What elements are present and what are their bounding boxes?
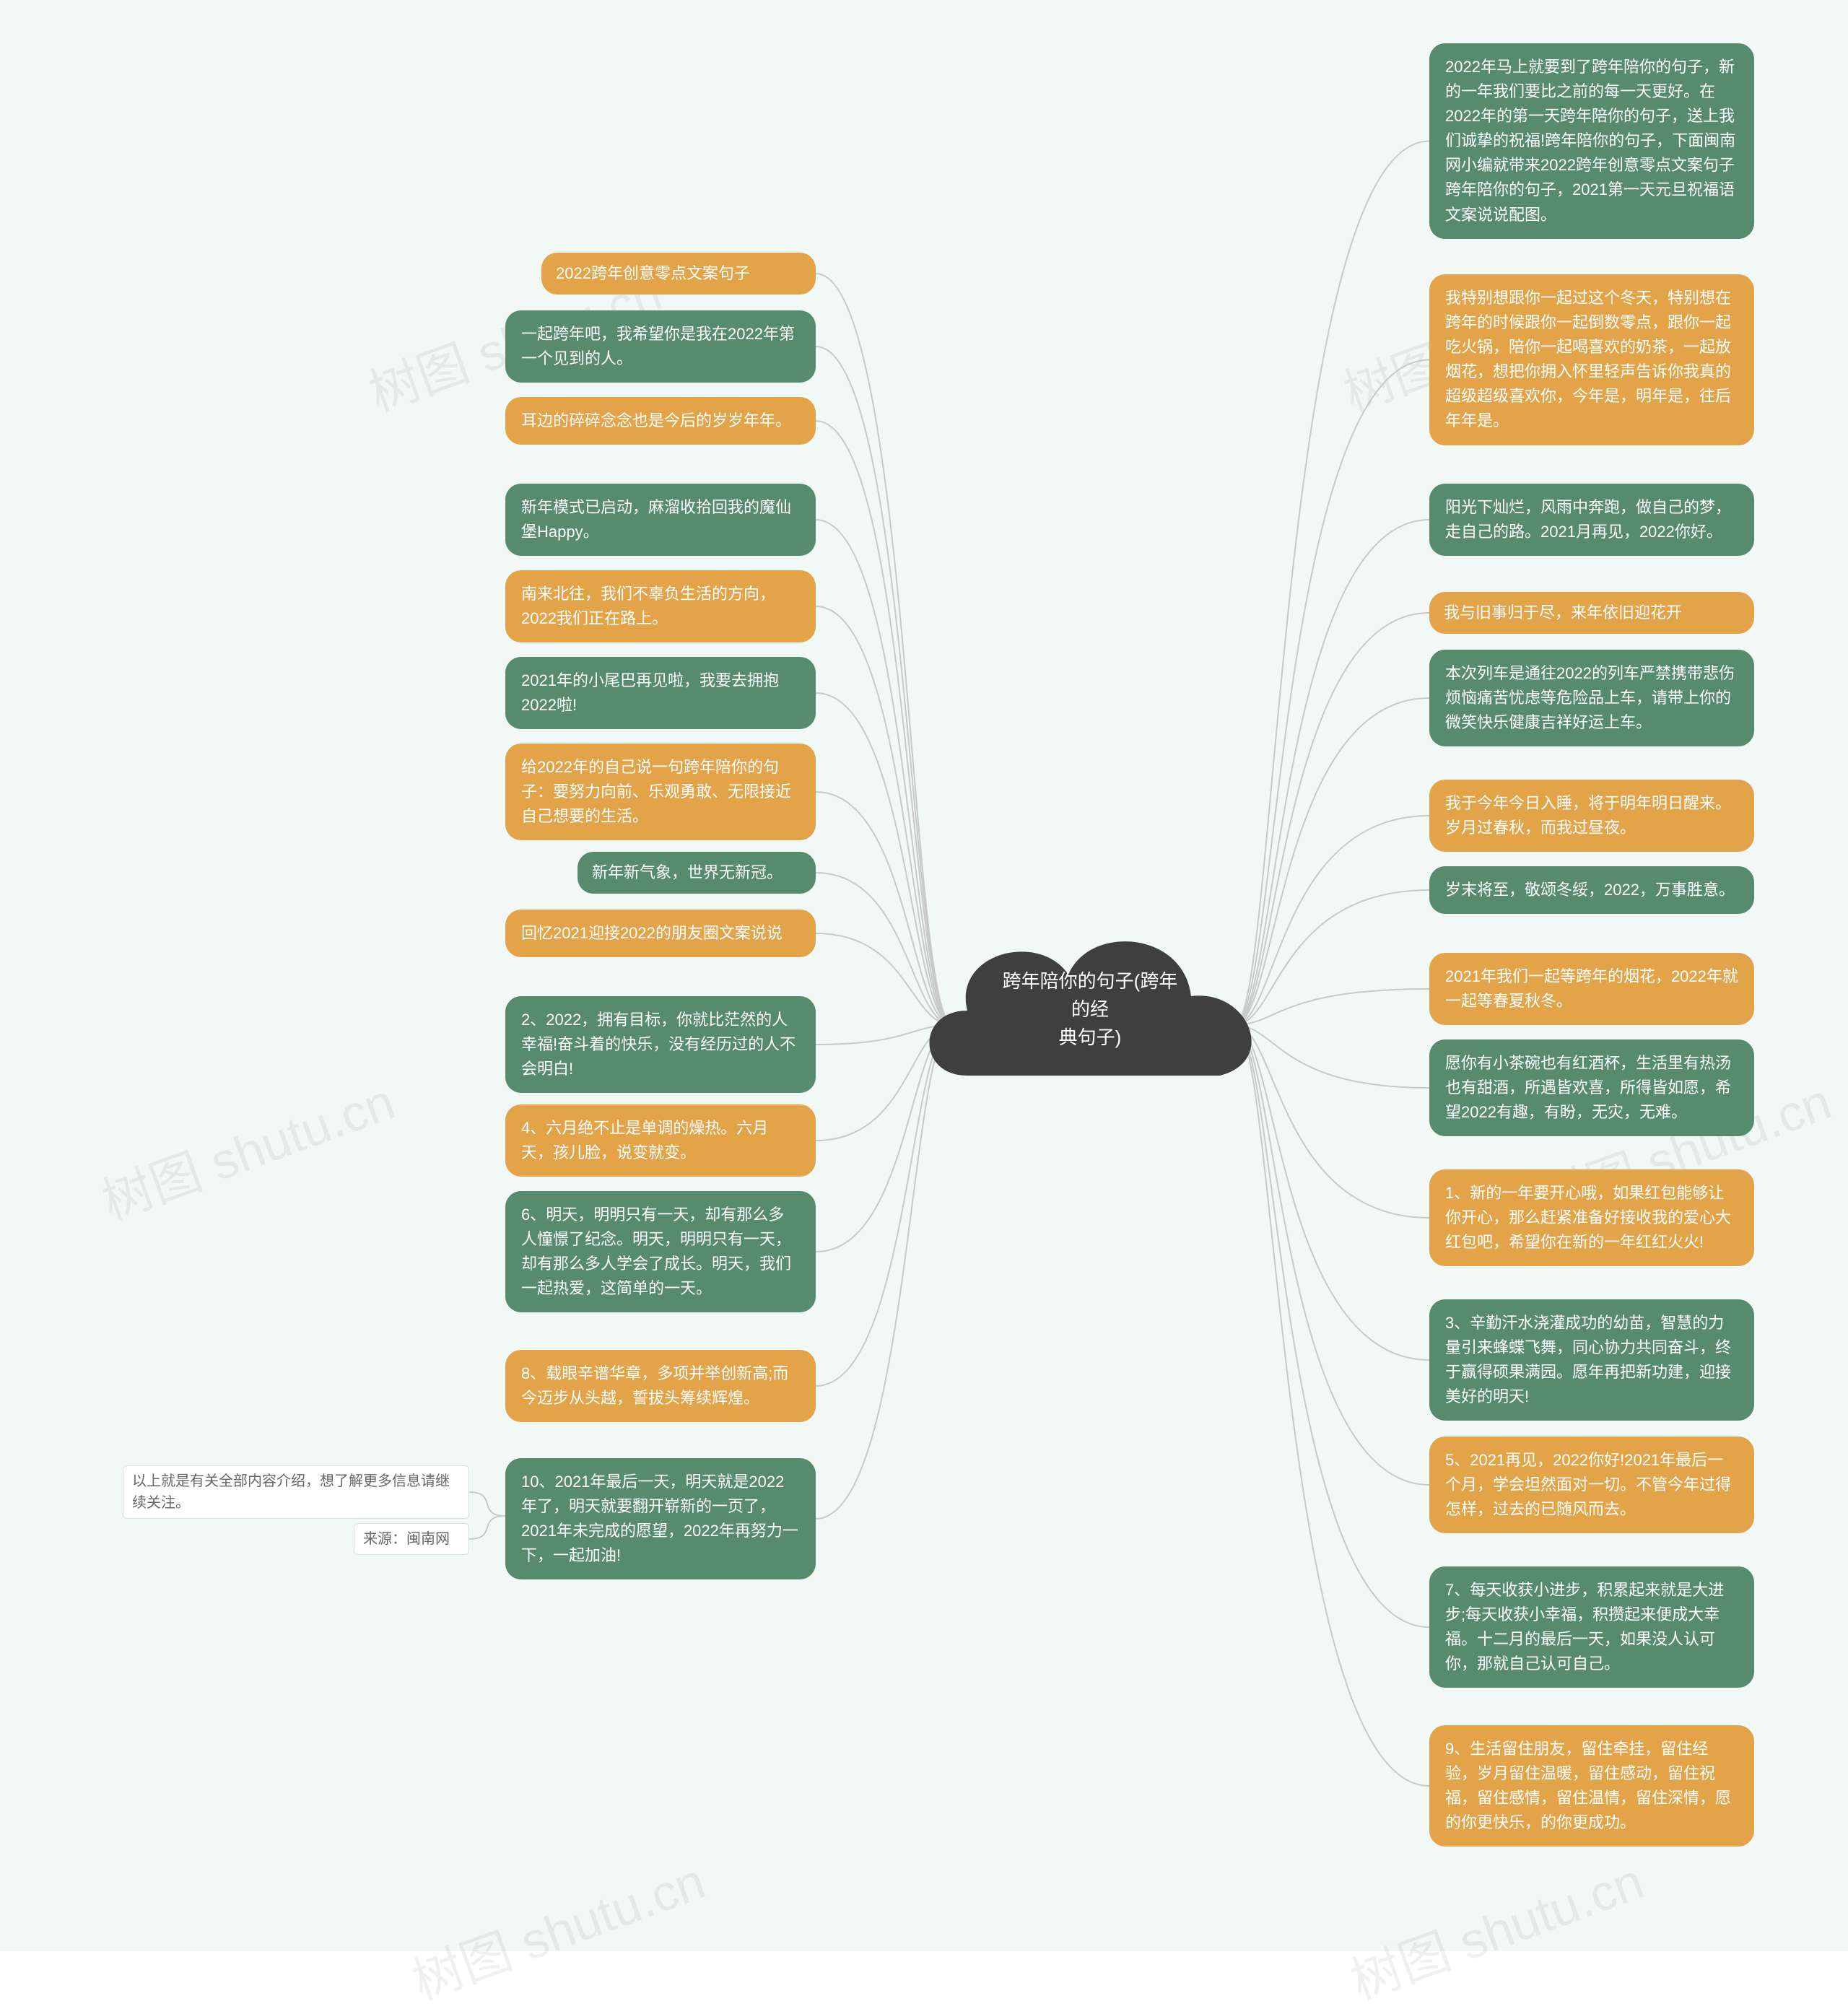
tail-note: 来源：闽南网 <box>354 1523 469 1555</box>
mindmap-node: 阳光下灿烂，风雨中奔跑，做自己的梦，走自己的路。2021月再见，2022你好。 <box>1429 484 1754 556</box>
mindmap-node: 9、生活留住朋友，留住牵挂，留住经验，岁月留住温暖，留住感动，留住祝福，留住感情… <box>1429 1725 1754 1847</box>
mindmap-node: 新年模式已启动，麻溜收拾回我的魔仙堡Happy。 <box>505 484 816 556</box>
mindmap-node: 5、2021再见，2022你好!2021年最后一个月，学会坦然面对一切。不管今年… <box>1429 1437 1754 1533</box>
mindmap-node: 2022跨年创意零点文案句子 <box>541 253 816 295</box>
mindmap-node: 6、明天，明明只有一天，却有那么多人憧憬了纪念。明天，明明只有一天，却有那么多人… <box>505 1191 816 1312</box>
mindmap-node: 8、载眼辛谱华章，多项并举创新高;而今迈步从头越，誓拔头筹续辉煌。 <box>505 1350 816 1422</box>
center-title: 跨年陪你的句子(跨年的经典句子) <box>996 967 1184 1052</box>
mindmap-node: 我特别想跟你一起过这个冬天，特别想在跨年的时候跟你一起倒数零点，跟你一起吃火锅，… <box>1429 274 1754 445</box>
mindmap-node: 给2022年的自己说一句跨年陪你的句子：要努力向前、乐观勇敢、无限接近自己想要的… <box>505 744 816 840</box>
mindmap-node: 2021年的小尾巴再见啦，我要去拥抱2022啦! <box>505 657 816 729</box>
mindmap-node: 回忆2021迎接2022的朋友圈文案说说 <box>505 910 816 957</box>
mindmap-node: 3、辛勤汗水浇灌成功的幼苗，智慧的力量引来蜂蝶飞舞，同心协力共同奋斗，终于赢得硕… <box>1429 1299 1754 1421</box>
watermark: 树图 shutu.cn <box>91 1062 404 1235</box>
mindmap-node: 10、2021年最后一天，明天就是2022年了，明天就要翻开崭新的一页了，202… <box>505 1458 816 1579</box>
mindmap-node: 我于今年今日入睡，将于明年明日醒来。岁月过春秋，而我过昼夜。 <box>1429 780 1754 852</box>
mindmap-node: 2021年我们一起等跨年的烟花，2022年就一起等春夏秋冬。 <box>1429 953 1754 1025</box>
mindmap-node: 7、每天收获小进步，积累起来就是大进步;每天收获小幸福，积攒起来便成大幸福。十二… <box>1429 1566 1754 1688</box>
tail-note: 以上就是有关全部内容介绍，想了解更多信息请继续关注。 <box>123 1465 469 1519</box>
mindmap-canvas: 树图 shutu.cn树图 shutu.cn树图 shutu.cn树图 shut… <box>0 0 1848 1951</box>
mindmap-node: 2、2022，拥有目标，你就比茫然的人幸福!奋斗着的快乐，没有经历过的人不会明白… <box>505 996 816 1093</box>
watermark: 树图 shutu.cn <box>1340 1841 1652 2014</box>
mindmap-node: 岁末将至，敬颂冬绥，2022，万事胜意。 <box>1429 866 1754 914</box>
mindmap-node: 南来北往，我们不辜负生活的方向，2022我们正在路上。 <box>505 570 816 642</box>
mindmap-node: 4、六月绝不止是单调的燥热。六月天，孩儿脸，说变就变。 <box>505 1104 816 1177</box>
mindmap-node: 1、新的一年要开心哦，如果红包能够让你开心，那么赶紧准备好接收我的爱心大红包吧，… <box>1429 1169 1754 1266</box>
mindmap-node: 一起跨年吧，我希望你是我在2022年第一个见到的人。 <box>505 310 816 383</box>
mindmap-node: 耳边的碎碎念念也是今后的岁岁年年。 <box>505 397 816 445</box>
mindmap-node: 我与旧事归于尽，来年依旧迎花开 <box>1429 592 1754 634</box>
mindmap-node: 新年新气象，世界无新冠。 <box>578 852 816 894</box>
mindmap-node: 2022年马上就要到了跨年陪你的句子，新的一年我们要比之前的每一天更好。在202… <box>1429 43 1754 239</box>
watermark: 树图 shutu.cn <box>401 1841 714 2014</box>
mindmap-node: 本次列车是通往2022的列车严禁携带悲伤烦恼痛苦忧虑等危险品上车，请带上你的微笑… <box>1429 650 1754 746</box>
mindmap-node: 愿你有小茶碗也有红酒杯，生活里有热汤也有甜酒，所遇皆欢喜，所得皆如愿，希望202… <box>1429 1039 1754 1136</box>
